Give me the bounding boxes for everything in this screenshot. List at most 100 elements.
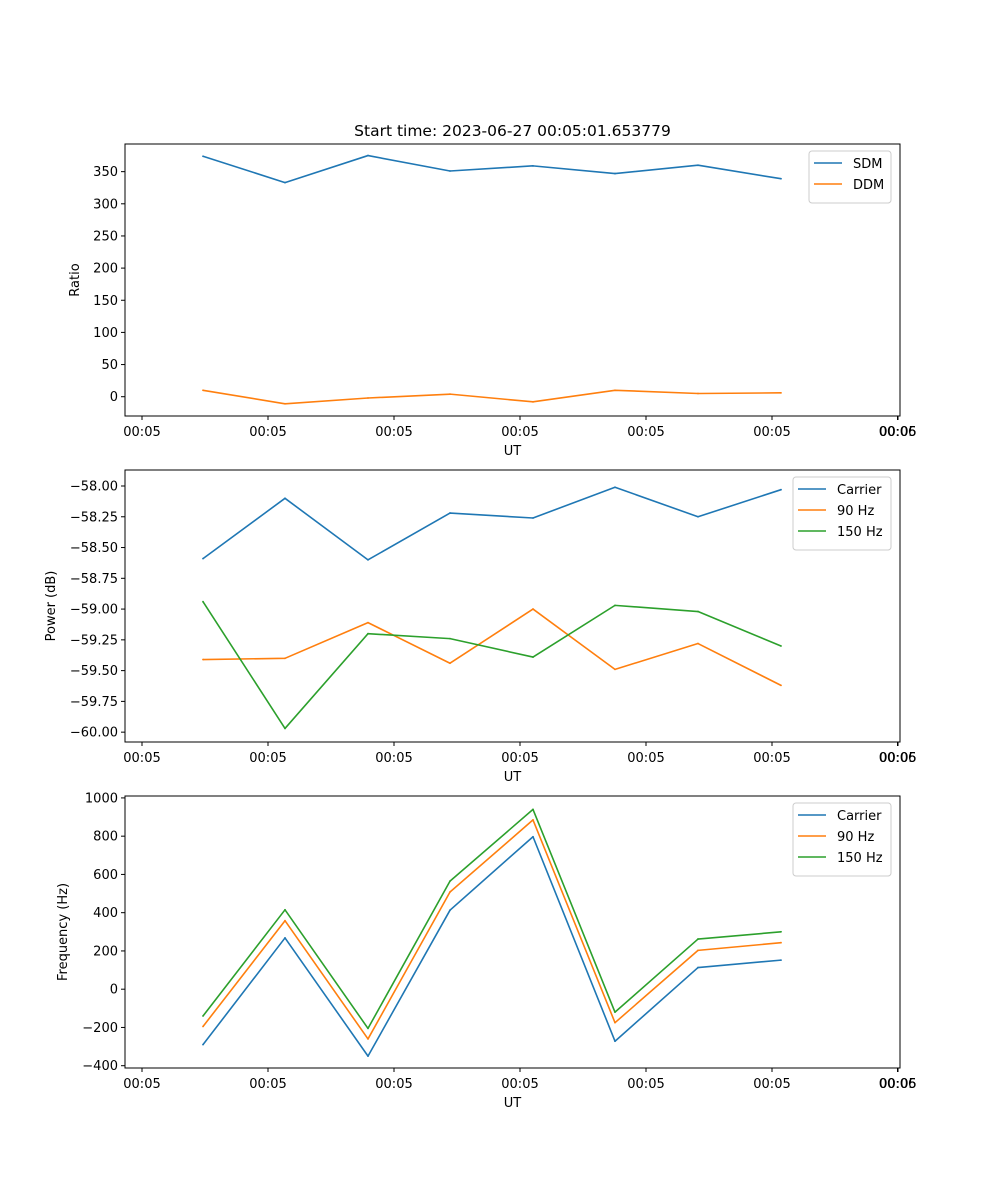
data-point [697,938,699,940]
x-tick-label: 00:05 [753,751,790,766]
x-tick-label: 00:05 [753,1077,790,1092]
data-point [532,656,534,658]
data-point [614,1011,616,1013]
data-point [367,1055,369,1057]
legend-label: Carrier [837,809,882,824]
y-axis-label: Power (dB) [44,571,59,642]
data-point [449,638,451,640]
y-tick-label: −58.75 [70,572,118,587]
data-point [697,164,699,166]
y-tick-label: 600 [93,868,118,883]
data-point [780,931,782,933]
data-point [780,178,782,180]
data-point [449,170,451,172]
data-point [780,942,782,944]
x-tick-label: 00:06 [879,425,916,440]
x-tick-label: 00:05 [249,425,286,440]
data-point [614,668,616,670]
x-tick-label: 00:05 [627,751,664,766]
x-tick-label: 00:05 [123,425,160,440]
legend-label: 150 Hz [837,525,883,540]
x-tick-label: 00:05 [501,751,538,766]
legend-label: 150 Hz [837,851,883,866]
data-point [284,920,286,922]
data-point [367,397,369,399]
data-point [284,909,286,911]
y-tick-label: 800 [93,830,118,845]
data-point [614,173,616,175]
data-point [780,684,782,686]
x-tick-label: 00:05 [753,425,790,440]
data-point [614,389,616,391]
y-tick-label: −58.00 [70,480,118,495]
legend: Carrier 90 Hz 150 Hz [793,803,891,876]
data-point [284,182,286,184]
x-tick-label: 00:05 [375,751,412,766]
data-point [449,393,451,395]
data-point [697,516,699,518]
data-point [780,645,782,647]
data-point [449,662,451,664]
y-tick-label: 0 [110,390,118,405]
data-point [532,836,534,838]
data-point [449,891,451,893]
y-tick-label: 300 [93,197,118,212]
data-point [202,659,204,661]
data-point [780,959,782,961]
y-tick-label: 100 [93,326,118,341]
data-point [367,155,369,157]
data-point [202,389,204,391]
y-tick-label: −59.50 [70,664,118,679]
data-point [697,967,699,969]
data-point [367,1028,369,1030]
data-point [284,937,286,939]
data-point [449,512,451,514]
y-tick-label: 200 [93,262,118,277]
data-point [367,633,369,635]
y-tick-label: −59.00 [70,603,118,618]
x-tick-label: 00:05 [501,1077,538,1092]
y-tick-label: −59.75 [70,695,118,710]
y-tick-label: 0 [110,983,118,998]
x-tick-label: 00:05 [627,425,664,440]
data-point [532,808,534,810]
data-point [697,643,699,645]
x-tick-label: 00:05 [627,1077,664,1092]
data-point [697,393,699,395]
data-point [202,155,204,157]
y-tick-label: 250 [93,229,118,244]
x-tick-label: 00:05 [375,1077,412,1092]
data-point [697,611,699,613]
y-tick-label: −400 [82,1059,118,1074]
x-tick-label: 00:05 [123,1077,160,1092]
data-point [367,559,369,561]
data-point [614,604,616,606]
data-point [449,880,451,882]
figure: Start time: 2023-06-27 00:05:01.653779 R… [0,0,1000,1200]
x-axis-label: UT [504,770,522,785]
y-tick-label: 400 [93,906,118,921]
y-tick-label: 200 [93,944,118,959]
data-point [202,601,204,603]
legend-label: 90 Hz [837,504,874,519]
data-point [780,489,782,491]
y-tick-label: 150 [93,294,118,309]
x-tick-label: 00:05 [375,425,412,440]
y-tick-label: 350 [93,165,118,180]
y-axis-label: Ratio [68,263,83,296]
data-point [284,497,286,499]
y-tick-label: −60.00 [70,726,118,741]
y-axis-label: Frequency (Hz) [56,883,71,981]
data-point [614,1022,616,1024]
data-point [532,517,534,519]
data-point [532,819,534,821]
x-tick-label: 00:05 [249,1077,286,1092]
data-point [367,1038,369,1040]
x-tick-label: 00:06 [879,1077,916,1092]
y-tick-label: −58.50 [70,541,118,556]
x-tick-label: 00:06 [879,751,916,766]
figure-title: Start time: 2023-06-27 00:05:01.653779 [354,122,671,140]
legend: Carrier 90 Hz 150 Hz [793,477,891,550]
y-tick-label: −59.25 [70,633,118,648]
y-tick-label: 1000 [85,791,118,806]
